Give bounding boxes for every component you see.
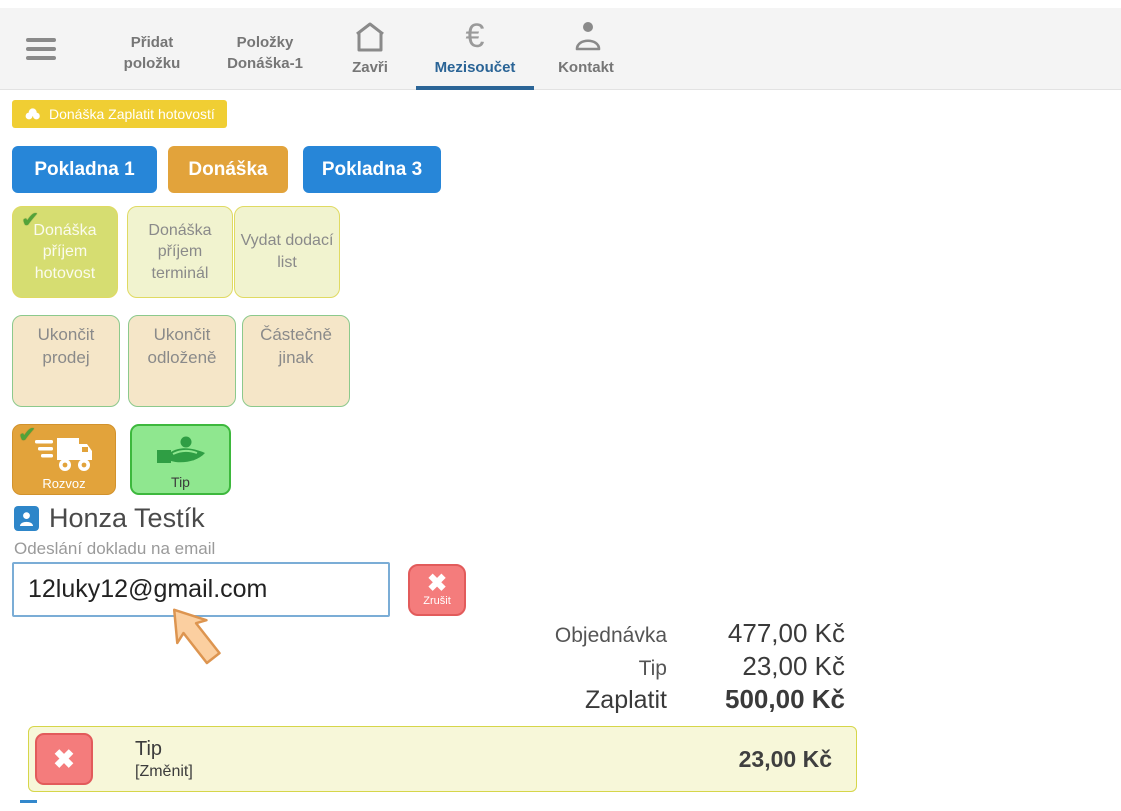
tip-toggle-label: Tip — [171, 474, 190, 490]
status-badge-label: Donáška Zaplatit hotovostí — [49, 106, 215, 122]
active-tab-underline — [416, 86, 534, 90]
hamburger-menu-icon[interactable] — [26, 8, 72, 89]
nav-close-label: Zavři — [352, 59, 388, 77]
payment-cash-button[interactable]: Donáška příjem hotovost — [12, 206, 118, 298]
customer-icon — [14, 506, 39, 531]
customer-name: Honza Testík — [49, 503, 205, 533]
nav-subtotal[interactable]: € Mezisoučet — [414, 8, 536, 90]
delivery-note-button[interactable]: Vydat dodací list — [234, 206, 340, 298]
order-total-label: Objednávka — [554, 624, 667, 647]
order-total-value: 477,00 Kč — [727, 618, 845, 648]
status-badge: Donáška Zaplatit hotovostí — [12, 100, 227, 128]
partial-element — [20, 800, 37, 803]
nav-subtotal-label: Mezisoučet — [434, 59, 516, 77]
finish-sale-button[interactable]: Ukončit prodej — [12, 315, 120, 407]
delivery-toggle-label: Rozvoz — [42, 476, 86, 491]
cancel-x-icon: ✖ — [426, 570, 448, 598]
tip-total-value: 23,00 Kč — [742, 651, 845, 681]
nav-add-item[interactable]: Přidat položku — [100, 8, 204, 89]
total-row-order: Objednávka 477,00 Kč — [555, 618, 845, 651]
nav-contact-label: Kontakt — [558, 59, 614, 77]
partial-other-button[interactable]: Částečně jinak — [242, 315, 350, 407]
nav-add-item-label: Přidat položku — [123, 33, 181, 73]
person-icon — [569, 19, 603, 53]
home-icon — [352, 19, 388, 53]
cancel-email-button[interactable]: ✖ Zrušit — [408, 564, 466, 616]
payment-terminal-button[interactable]: Donáška příjem terminál — [127, 206, 233, 298]
nav-contact[interactable]: Kontakt — [536, 8, 636, 89]
totals-block: Objednávka 477,00 Kč Tip 23,00 Kč Zaplat… — [555, 618, 845, 717]
email-label: Odeslání dokladu na email — [14, 539, 216, 558]
customer-row: Honza Testík — [14, 503, 205, 534]
truck-icon — [35, 438, 92, 471]
change-tip-link[interactable]: [Změnit] — [135, 762, 193, 780]
register-donaska-button[interactable]: Donáška — [168, 146, 288, 193]
remove-tip-button[interactable]: ✖ — [35, 733, 93, 785]
remove-tip-x-icon: ✖ — [53, 743, 75, 774]
pay-total-value: 500,00 Kč — [725, 684, 845, 714]
finish-deferred-button[interactable]: Ukončit odloženě — [128, 315, 236, 407]
delivery-toggle-button[interactable]: Rozvoz — [12, 424, 116, 495]
tip-hand-icon — [156, 436, 205, 463]
tip-toggle-button[interactable]: Tip — [130, 424, 231, 495]
total-row-pay: Zaplatit 500,00 Kč — [555, 684, 845, 717]
tip-total-label: Tip — [638, 657, 667, 680]
top-navbar: Přidat položku Položky Donáška-1 Zavři €… — [0, 8, 1121, 90]
register-pokladna-3-button[interactable]: Pokladna 3 — [303, 146, 441, 193]
email-input[interactable] — [12, 562, 390, 617]
register-pokladna-1-button[interactable]: Pokladna 1 — [12, 146, 157, 193]
tip-line-title: Tip — [135, 737, 163, 760]
cancel-button-label: Zrušit — [423, 594, 451, 607]
euro-icon: € — [465, 17, 485, 56]
cloud-icon — [25, 108, 40, 120]
total-row-tip: Tip 23,00 Kč — [555, 651, 845, 684]
pay-total-label: Zaplatit — [585, 686, 667, 714]
nav-items-cart-label: Položky Donáška-1 — [227, 33, 303, 73]
tip-line-item: ✖ Tip [Změnit] 23,00 Kč — [28, 726, 857, 792]
nav-items-cart[interactable]: Položky Donáška-1 — [204, 8, 326, 89]
tip-line-value: 23,00 Kč — [738, 745, 832, 772]
nav-close[interactable]: Zavři — [326, 8, 414, 89]
